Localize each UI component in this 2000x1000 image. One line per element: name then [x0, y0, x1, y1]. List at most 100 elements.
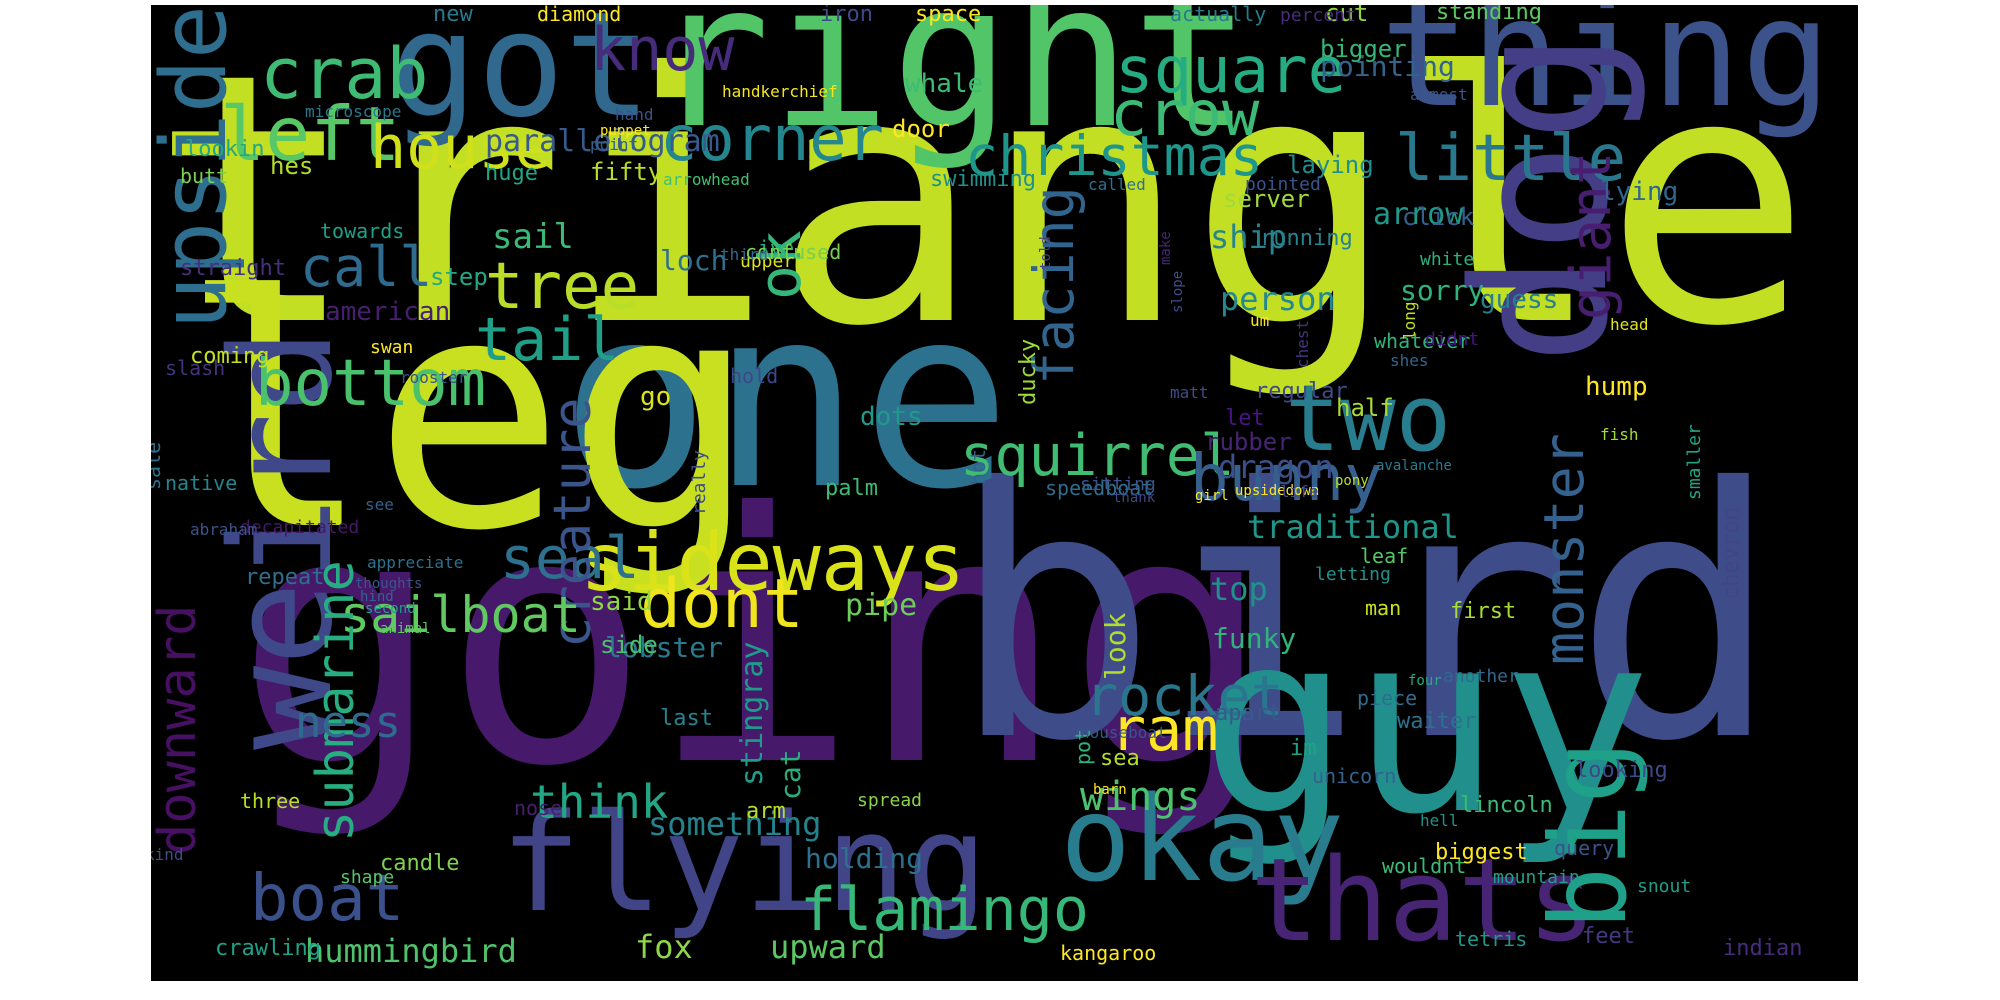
word-arm: arm [746, 799, 786, 824]
word-wouldnt: wouldnt [1382, 854, 1466, 878]
word-thank: thank [1113, 490, 1156, 506]
word-point: point [590, 135, 638, 154]
word-didnt: didnt [1425, 329, 1479, 350]
word-holding: holding [805, 842, 923, 875]
word-go: go [640, 382, 671, 412]
word-bunny: bunny [1190, 442, 1383, 516]
word-ok: ok [746, 230, 814, 300]
word-step: step [430, 263, 488, 291]
word-parallelogram: parallelogram [485, 124, 720, 159]
word-hummingbird: hummingbird [305, 932, 517, 970]
word-look: look [1099, 612, 1132, 680]
word-crab: crab [260, 33, 429, 115]
word-towards: towards [320, 219, 404, 243]
word-arrowhead: arrowhead [663, 170, 750, 189]
word-sorry: sorry [1400, 274, 1484, 307]
word-indian: indian [1723, 936, 1802, 961]
word-sail: sail [492, 217, 574, 257]
word-lobster: lobster [605, 631, 723, 664]
word-think: think [530, 775, 668, 829]
word-diamond: diamond [537, 5, 621, 26]
word-weird: weird [201, 329, 364, 750]
word-bigger: bigger [1320, 35, 1407, 63]
word-iron: iron [820, 5, 873, 27]
word-cut: cut [1325, 5, 1368, 27]
word-candle: candle [380, 851, 459, 876]
word-rocket: rocket [1085, 664, 1284, 728]
word-triangle: triangle [151, 5, 1812, 402]
word-second: second [365, 601, 416, 617]
word-rooster: rooster [400, 368, 468, 387]
word-rubber: rubber [1205, 428, 1292, 456]
word-giant: giant [1559, 151, 1624, 320]
word-going: going [235, 441, 1274, 842]
word-mountain: mountain [1493, 867, 1580, 888]
word-letting: letting [1315, 564, 1391, 585]
word-person: person [1220, 280, 1336, 318]
word-hold: hold [730, 364, 778, 388]
word-palm: palm [825, 476, 878, 501]
word-upside: upside [151, 5, 247, 330]
word-kind: kind [151, 845, 184, 864]
word-biggest: biggest [1435, 840, 1528, 865]
word-wings: wings [1080, 774, 1200, 820]
word-hell: hell [1420, 811, 1459, 830]
word-something: something [648, 805, 821, 843]
word-native: native [165, 471, 237, 495]
word-got: got [390, 5, 652, 150]
word-dragon: dragon [1218, 448, 1334, 486]
word-thing: thing [1380, 5, 1832, 141]
word-fifty: fifty [590, 158, 662, 186]
word-confused: confused [745, 240, 841, 264]
word-slash: slash [165, 356, 225, 380]
word-flamingo: flamingo [800, 875, 1089, 945]
word-ducky: ducky [1016, 339, 1041, 405]
word-guy: guy [1200, 578, 1652, 869]
word-waiter: waiter [1397, 709, 1476, 734]
word-dots: dots [860, 402, 923, 432]
word-cat: cat [774, 749, 807, 800]
word-pipe: pipe [845, 588, 917, 623]
word-christmas: christmas [965, 124, 1263, 188]
word-traditional: traditional [1247, 508, 1459, 546]
word-dog: dog [1433, 31, 1649, 365]
word-arrow: arrow [1373, 197, 1464, 232]
word-told: told [1038, 236, 1054, 270]
word-microscope: microscope [305, 102, 401, 121]
word-server: server [1223, 185, 1310, 213]
word-tree: tree [485, 250, 639, 324]
word-facing: facing [1022, 186, 1086, 385]
word-shape: shape [340, 867, 394, 888]
word-straight: straight [180, 256, 286, 281]
word-percent: percent [1280, 5, 1356, 26]
word-stingray: stingray [735, 642, 770, 787]
word-know: know [590, 15, 735, 85]
word-thats: thats [1250, 834, 1596, 968]
word-loch: loch [660, 244, 727, 277]
word-click: click [1402, 203, 1475, 231]
word-repeat: repeat [245, 565, 324, 590]
word-hot: hot [966, 449, 990, 485]
word-life: life [1280, 482, 1319, 501]
word-boat: boat [250, 862, 404, 936]
word-corner: corner [660, 102, 884, 175]
word-first: first [1450, 599, 1516, 624]
word-handkerchief: handkerchief [722, 82, 838, 101]
word-pointed: pointed [1245, 174, 1321, 195]
word-left: left [220, 90, 401, 178]
word-swan: swan [370, 337, 413, 358]
word-unicorn: unicorn [1312, 764, 1396, 788]
word-appreciate: appreciate [367, 553, 463, 572]
word-shes: shes [1390, 351, 1429, 370]
word-whatever: whatever [1374, 329, 1470, 353]
word-hump: hump [1585, 372, 1648, 402]
word-query: query [1554, 836, 1614, 860]
word-fox: fox [635, 928, 693, 966]
word-looking: looking [1575, 758, 1668, 783]
word-abraham: abraham [190, 520, 257, 539]
word-long: long [1400, 301, 1419, 340]
word-top: top [1210, 570, 1268, 608]
word-bird: bird [950, 416, 1781, 817]
